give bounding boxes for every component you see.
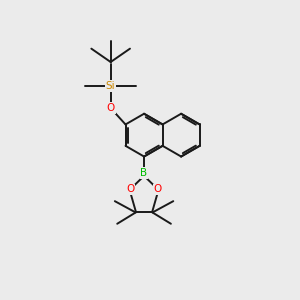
Text: B: B — [140, 168, 148, 178]
Text: O: O — [154, 184, 162, 194]
Text: O: O — [126, 184, 134, 194]
Text: O: O — [106, 103, 115, 113]
Text: Si: Si — [106, 81, 116, 91]
